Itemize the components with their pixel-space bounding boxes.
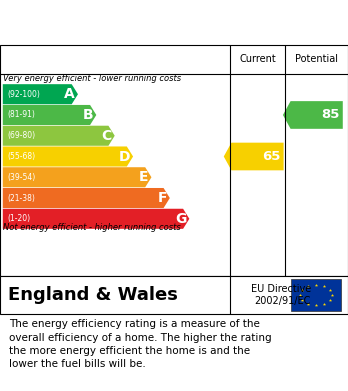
Text: G: G xyxy=(175,212,187,226)
Text: (39-54): (39-54) xyxy=(7,173,35,182)
Text: (81-91): (81-91) xyxy=(7,111,35,120)
Text: D: D xyxy=(119,149,130,163)
Polygon shape xyxy=(224,143,284,170)
Polygon shape xyxy=(3,147,133,167)
Polygon shape xyxy=(3,209,189,229)
Text: The energy efficiency rating is a measure of the
overall efficiency of a home. T: The energy efficiency rating is a measur… xyxy=(9,319,271,369)
Bar xyxy=(291,279,341,311)
Polygon shape xyxy=(3,167,151,187)
Polygon shape xyxy=(3,126,115,146)
Text: F: F xyxy=(158,191,167,205)
Text: (1-20): (1-20) xyxy=(7,214,30,223)
Text: (69-80): (69-80) xyxy=(7,131,35,140)
Text: 85: 85 xyxy=(322,108,340,122)
Text: Very energy efficient - lower running costs: Very energy efficient - lower running co… xyxy=(3,74,182,83)
Text: B: B xyxy=(83,108,94,122)
Text: (92-100): (92-100) xyxy=(7,90,40,99)
Text: Current: Current xyxy=(239,54,276,65)
Text: Potential: Potential xyxy=(295,54,338,65)
Text: (55-68): (55-68) xyxy=(7,152,35,161)
Text: Energy Efficiency Rating: Energy Efficiency Rating xyxy=(9,15,230,30)
Polygon shape xyxy=(3,84,78,104)
Text: EU Directive
2002/91/EC: EU Directive 2002/91/EC xyxy=(251,284,311,306)
Text: 65: 65 xyxy=(262,150,281,163)
Text: C: C xyxy=(102,129,112,143)
Text: England & Wales: England & Wales xyxy=(8,286,177,304)
Text: (21-38): (21-38) xyxy=(7,194,35,203)
Polygon shape xyxy=(3,188,170,208)
Text: A: A xyxy=(64,87,75,101)
Text: Not energy efficient - higher running costs: Not energy efficient - higher running co… xyxy=(3,223,181,232)
Polygon shape xyxy=(3,105,96,125)
Polygon shape xyxy=(283,101,343,129)
Text: E: E xyxy=(139,170,149,184)
